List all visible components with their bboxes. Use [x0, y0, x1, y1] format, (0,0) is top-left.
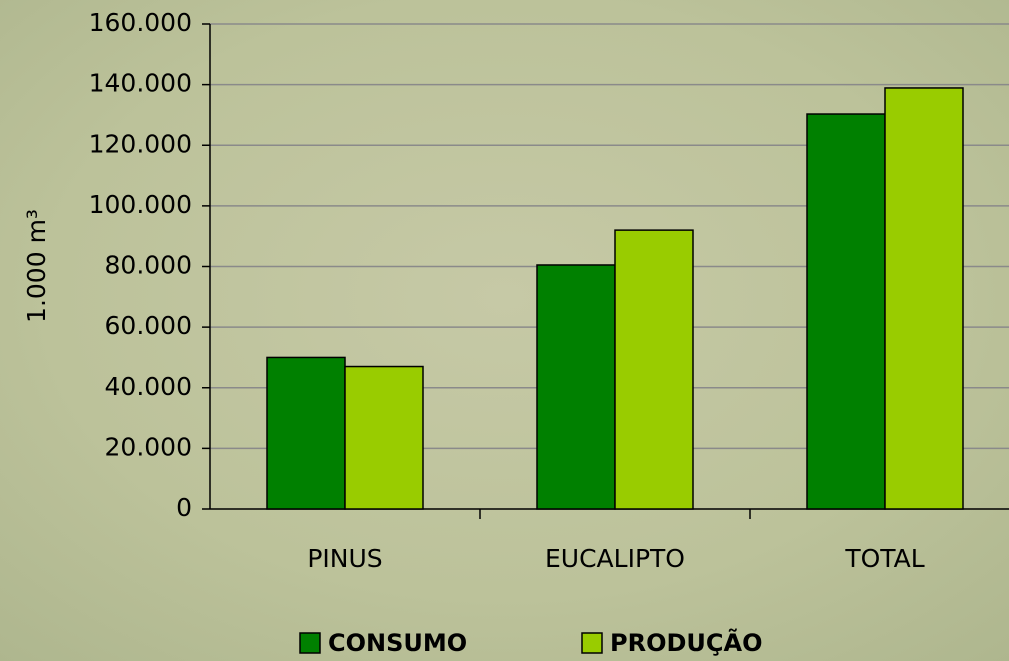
y-tick-label: 20.000 — [105, 432, 192, 461]
y-tick-label: 0 — [176, 493, 192, 522]
x-tick-label: TOTAL — [844, 544, 924, 573]
x-tick-label: PINUS — [307, 544, 382, 573]
legend-swatch — [581, 632, 603, 654]
y-axis-label: 1.000 m³ — [22, 209, 51, 323]
legend-label: PRODUÇÃO — [610, 628, 762, 657]
bar — [884, 87, 964, 510]
legend-label: CONSUMO — [328, 629, 467, 657]
y-tick-label: 120.000 — [89, 129, 192, 158]
x-tick-label: EUCALIPTO — [545, 544, 685, 573]
y-tick-label: 60.000 — [105, 311, 192, 340]
y-tick-label: 80.000 — [105, 251, 192, 280]
y-tick-label: 100.000 — [89, 190, 192, 219]
bar — [266, 356, 346, 510]
bar — [614, 229, 694, 510]
bar — [806, 113, 886, 510]
legend-swatch — [299, 632, 321, 654]
bar — [536, 264, 616, 510]
bar — [344, 365, 424, 510]
y-tick-label: 160.000 — [89, 8, 192, 37]
y-tick-label: 40.000 — [105, 372, 192, 401]
y-tick-label: 140.000 — [89, 69, 192, 98]
